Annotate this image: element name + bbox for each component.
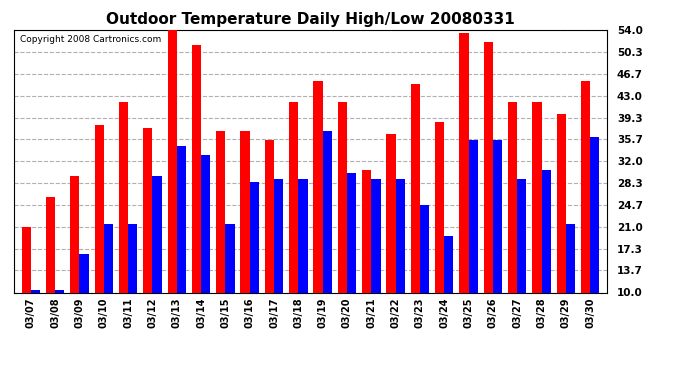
Bar: [460, 33, 469, 292]
Bar: [95, 126, 103, 292]
Bar: [177, 146, 186, 292]
Bar: [216, 131, 226, 292]
Bar: [444, 236, 453, 292]
Bar: [168, 24, 177, 292]
Bar: [274, 179, 284, 292]
Bar: [557, 114, 566, 292]
Bar: [362, 170, 371, 292]
Bar: [493, 140, 502, 292]
Bar: [55, 290, 64, 292]
Title: Outdoor Temperature Daily High/Low 20080331: Outdoor Temperature Daily High/Low 20080…: [106, 12, 515, 27]
Bar: [420, 205, 429, 292]
Bar: [371, 179, 381, 292]
Bar: [532, 102, 542, 292]
Bar: [240, 131, 250, 292]
Bar: [411, 84, 420, 292]
Bar: [313, 81, 323, 292]
Bar: [265, 140, 274, 292]
Bar: [289, 102, 298, 292]
Bar: [395, 179, 405, 292]
Bar: [250, 182, 259, 292]
Bar: [435, 123, 444, 292]
Bar: [337, 102, 347, 292]
Bar: [119, 102, 128, 292]
Bar: [46, 197, 55, 292]
Bar: [192, 45, 201, 292]
Bar: [542, 170, 551, 292]
Bar: [518, 179, 526, 292]
Bar: [469, 140, 477, 292]
Bar: [79, 254, 89, 292]
Bar: [226, 224, 235, 292]
Bar: [323, 131, 332, 292]
Bar: [386, 134, 395, 292]
Bar: [508, 102, 518, 292]
Bar: [31, 290, 40, 292]
Bar: [566, 224, 575, 292]
Bar: [70, 176, 79, 292]
Bar: [128, 224, 137, 292]
Bar: [581, 81, 590, 292]
Bar: [484, 42, 493, 292]
Text: Copyright 2008 Cartronics.com: Copyright 2008 Cartronics.com: [20, 35, 161, 44]
Bar: [144, 129, 152, 292]
Bar: [201, 155, 210, 292]
Bar: [21, 227, 31, 292]
Bar: [298, 179, 308, 292]
Bar: [152, 176, 161, 292]
Bar: [590, 137, 600, 292]
Bar: [347, 173, 356, 292]
Bar: [104, 224, 113, 292]
